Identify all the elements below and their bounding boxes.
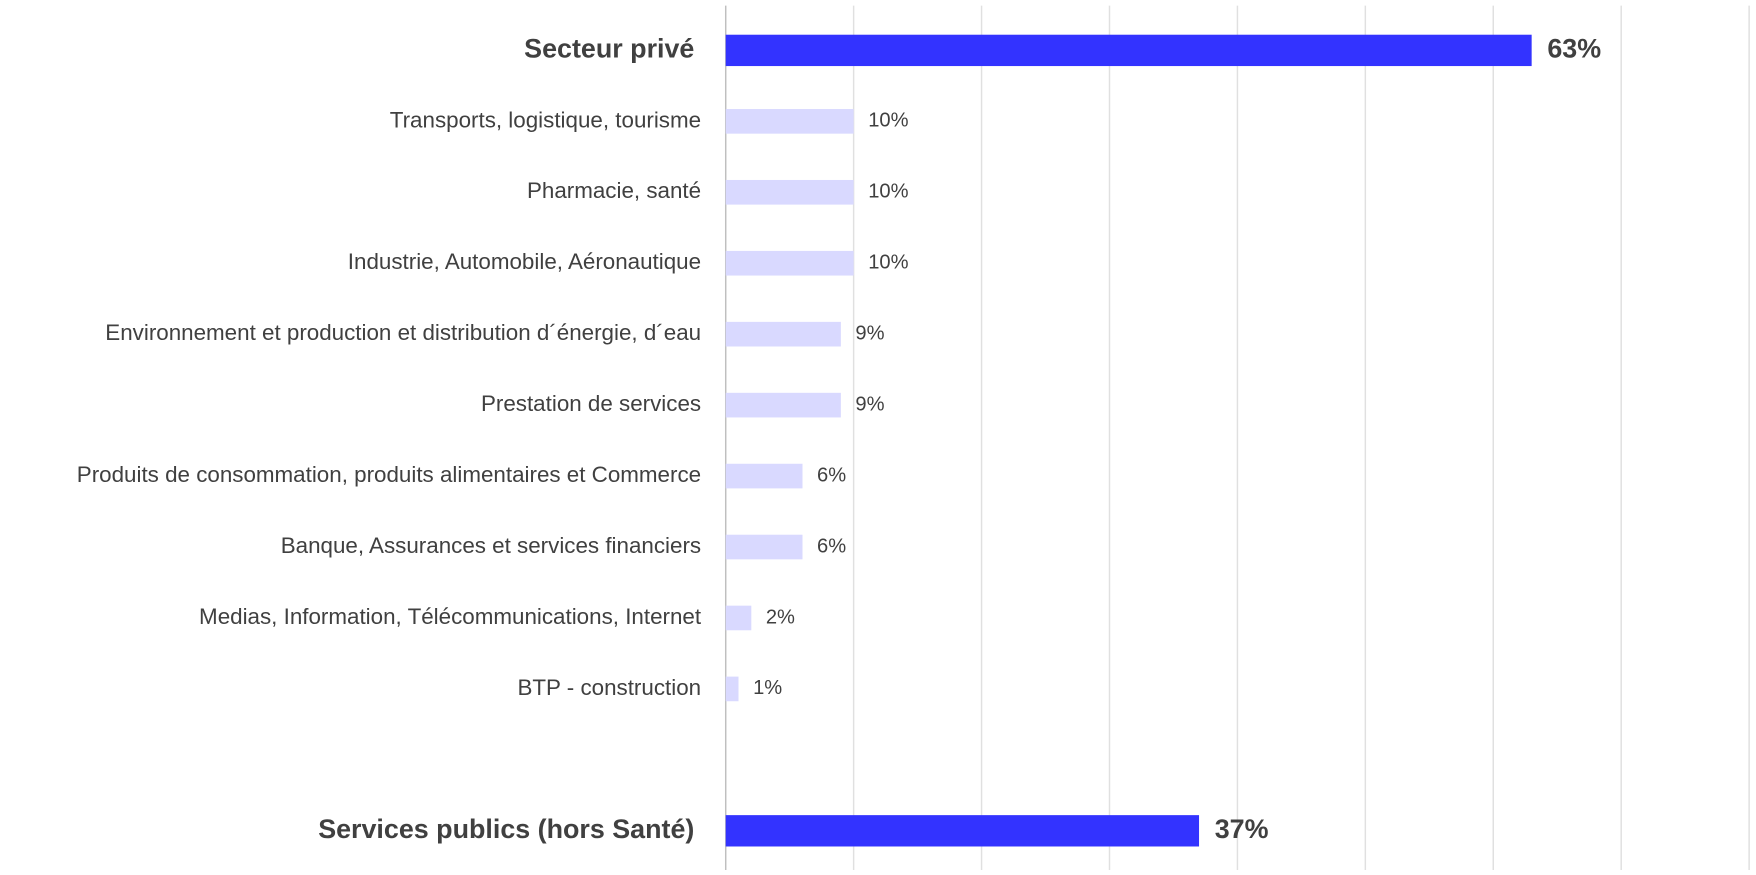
value-label: 1% (753, 677, 782, 699)
y-tick-label: Prestation de services (481, 391, 701, 416)
bar (725, 676, 739, 702)
bar (725, 34, 1532, 67)
y-tick-label: Produits de consommation, produits alime… (77, 462, 701, 487)
value-label: 9% (855, 393, 884, 415)
value-label: 10% (868, 252, 908, 274)
value-label: 63% (1547, 33, 1601, 63)
bar (725, 605, 752, 631)
bar (725, 815, 1200, 847)
y-tick-label: BTP - construction (517, 675, 701, 700)
bar (725, 109, 854, 134)
y-tick-label: Environnement et production et distribut… (105, 320, 701, 345)
bar (725, 179, 854, 205)
y-tick-label: Medias, Information, Télécommunications,… (199, 604, 702, 629)
value-label: 10% (868, 110, 908, 132)
bar (725, 392, 841, 418)
y-tick-label: Transports, logistique, tourisme (390, 107, 701, 132)
y-tick-label: Banque, Assurances et services financier… (281, 533, 701, 558)
value-label: 6% (817, 464, 846, 486)
value-label: 37% (1215, 814, 1269, 844)
bar (725, 534, 803, 560)
value-label: 9% (855, 323, 884, 345)
y-tick-label: Pharmacie, santé (527, 178, 701, 203)
bar (725, 321, 841, 347)
bar (725, 463, 803, 489)
y-tick-label: Services publics (hors Santé) (318, 814, 694, 844)
value-label: 6% (817, 535, 846, 557)
y-tick-label: Industrie, Automobile, Aéronautique (348, 249, 701, 274)
value-label: 10% (868, 181, 908, 203)
bar (725, 250, 854, 276)
y-tick-label: Secteur privé (524, 33, 694, 63)
value-label: 2% (766, 606, 795, 628)
